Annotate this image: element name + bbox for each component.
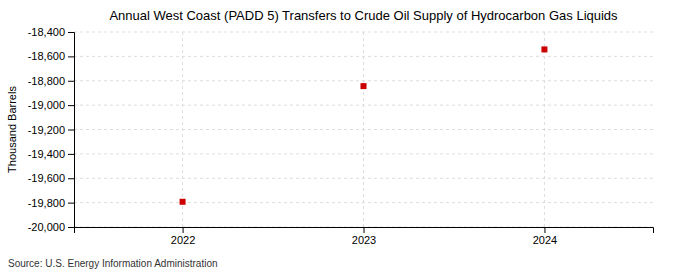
x-axis: 2022 2023 2024 <box>75 227 654 246</box>
tick-label: 2022 <box>171 234 195 246</box>
grid-line <box>363 32 364 227</box>
tick: -19,400 <box>28 148 74 160</box>
tick-mark <box>68 178 74 179</box>
tick-mark <box>68 81 74 82</box>
tick-label: -19,600 <box>28 172 65 184</box>
tick: -18,800 <box>28 75 74 87</box>
grid-line <box>182 32 183 227</box>
tick: 2024 <box>533 227 557 246</box>
tick-label: -18,800 <box>28 75 65 87</box>
tick: -19,600 <box>28 172 74 184</box>
tick-label: -19,400 <box>28 148 65 160</box>
tick-mark <box>68 227 74 228</box>
tick-mark <box>544 227 545 233</box>
tick-label: -19,800 <box>28 197 65 209</box>
chart: 2022 2023 2024 -20,000 -19,800 -19,600 -19,400… <box>0 0 675 275</box>
tick: -18,600 <box>28 50 74 62</box>
tick-label: -18,600 <box>28 50 65 62</box>
point <box>180 199 186 205</box>
tick: 2023 <box>352 227 376 246</box>
y-axis: -20,000 -19,800 -19,600 -19,400 -19,200 -19,0… <box>28 26 75 233</box>
tick-mark <box>68 154 74 155</box>
tick: 2022 <box>171 227 195 246</box>
grid <box>74 32 653 227</box>
axis-line <box>68 33 75 228</box>
tick-mark <box>68 105 74 106</box>
source: Source: U.S. Energy Information Administ… <box>8 258 218 269</box>
tick-label: -18,400 <box>28 26 65 38</box>
tick-mark <box>68 130 74 131</box>
y-axis-title: Thousand Barrels <box>6 86 18 173</box>
tick-label: 2023 <box>352 234 376 246</box>
tick-mark <box>68 32 74 33</box>
grid-line <box>544 32 545 227</box>
tick: -20,000 <box>28 221 74 233</box>
tick-mark <box>68 56 74 57</box>
tick: -19,200 <box>28 124 74 136</box>
points <box>180 46 548 204</box>
tick-label: -20,000 <box>28 221 65 233</box>
tick-label: 2024 <box>533 234 557 246</box>
tick: -19,000 <box>28 99 74 111</box>
tick-label: -19,200 <box>28 124 65 136</box>
tick-mark <box>68 203 74 204</box>
point <box>361 83 367 89</box>
point <box>541 46 547 52</box>
tick: -19,800 <box>28 197 74 209</box>
plot-area: 2022 2023 2024 -20,000 -19,800 -19,600 -19,400… <box>28 26 654 246</box>
axis-line <box>75 228 654 234</box>
tick-mark <box>364 227 365 233</box>
title: Annual West Coast (PADD 5) Transfers to … <box>109 8 618 23</box>
tick: -18,400 <box>28 26 74 38</box>
tick-label: -19,000 <box>28 99 65 111</box>
tick-mark <box>183 227 184 233</box>
